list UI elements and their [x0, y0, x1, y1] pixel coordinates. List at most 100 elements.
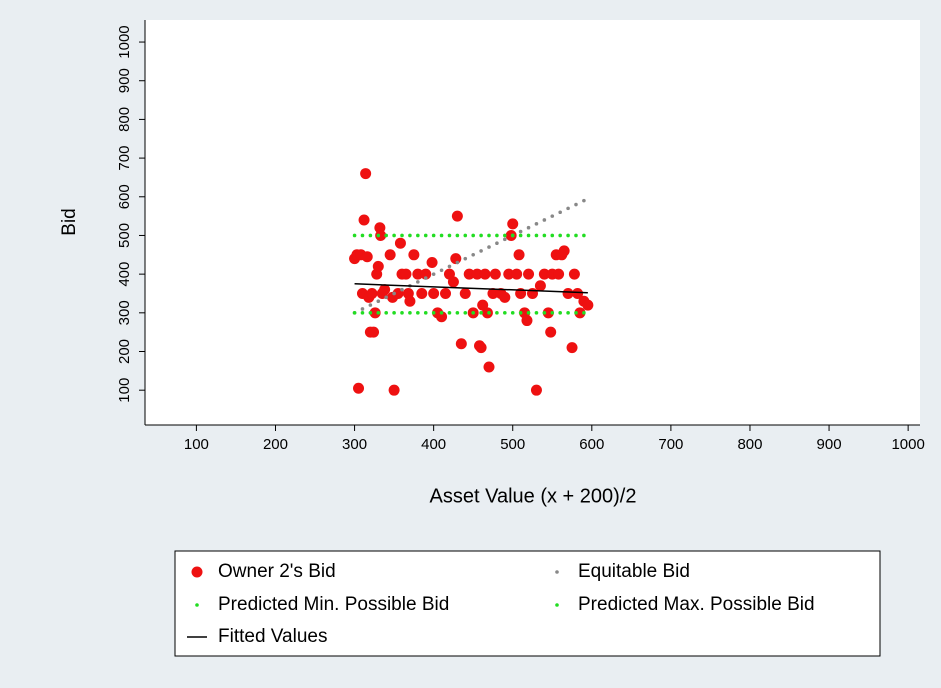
point — [526, 311, 531, 315]
point — [542, 311, 547, 315]
point — [368, 303, 373, 307]
y-tick-label: 1000 — [116, 25, 133, 58]
point — [550, 233, 555, 238]
point — [574, 233, 578, 238]
point — [439, 233, 444, 238]
point — [511, 268, 523, 280]
point — [582, 299, 594, 311]
point — [368, 311, 373, 315]
point — [459, 287, 471, 299]
point — [368, 326, 380, 338]
x-tick-label: 900 — [817, 436, 842, 453]
x-tick-label: 700 — [658, 436, 683, 453]
point — [566, 206, 570, 211]
x-tick-label: 800 — [737, 436, 762, 453]
point — [375, 229, 387, 241]
point — [447, 264, 452, 269]
point — [479, 249, 483, 253]
point — [483, 361, 495, 373]
legend-symbol — [555, 603, 559, 607]
point — [394, 237, 406, 249]
point — [471, 311, 475, 315]
point — [400, 233, 404, 238]
point — [455, 233, 460, 238]
point — [487, 311, 491, 315]
point — [447, 311, 452, 315]
legend-symbol — [195, 603, 199, 607]
point — [479, 311, 483, 315]
point — [376, 311, 381, 315]
y-tick-label: 300 — [116, 300, 133, 325]
point — [447, 276, 459, 288]
point — [400, 268, 412, 280]
point — [503, 311, 507, 315]
point — [455, 311, 460, 315]
point — [412, 268, 424, 280]
point — [376, 233, 381, 238]
x-tick-label: 200 — [263, 436, 288, 453]
point — [440, 287, 452, 299]
point — [408, 311, 412, 315]
point — [574, 307, 586, 319]
point — [360, 307, 365, 311]
point — [431, 311, 436, 315]
x-tick-label: 100 — [184, 436, 209, 453]
point — [527, 287, 538, 299]
point — [366, 287, 378, 299]
point — [510, 233, 515, 238]
point — [542, 233, 547, 238]
x-axis-title: Asset Value (x + 200)/2 — [430, 485, 637, 507]
point — [582, 198, 586, 203]
point — [360, 168, 372, 180]
x-tick-label: 1000 — [891, 436, 924, 453]
y-axis-title: Bid — [59, 208, 80, 235]
point — [518, 233, 523, 238]
point — [503, 233, 507, 238]
point — [368, 233, 373, 238]
legend-label: Predicted Max. Possible Bid — [578, 594, 815, 615]
plot-area — [145, 20, 920, 425]
point — [416, 311, 420, 315]
point — [518, 311, 523, 315]
point — [447, 233, 452, 238]
point — [499, 291, 511, 303]
point — [487, 287, 499, 299]
point — [392, 311, 396, 315]
point — [566, 311, 570, 315]
point — [545, 326, 557, 338]
x-tick-label: 400 — [421, 436, 446, 453]
point — [423, 311, 428, 315]
point — [408, 233, 412, 238]
point — [463, 256, 468, 261]
point — [553, 268, 565, 280]
point — [358, 214, 370, 226]
point — [404, 295, 416, 307]
point — [379, 284, 391, 296]
y-tick-label: 900 — [116, 68, 133, 93]
point — [550, 214, 555, 218]
point — [526, 233, 531, 238]
legend-symbol — [555, 570, 559, 574]
point — [534, 222, 539, 226]
point — [471, 233, 475, 238]
point — [463, 311, 468, 315]
point — [530, 384, 542, 396]
point — [451, 210, 463, 222]
point — [479, 233, 483, 238]
y-tick-label: 600 — [116, 184, 133, 209]
point — [353, 382, 365, 394]
point — [568, 268, 580, 280]
point — [558, 233, 562, 238]
point — [420, 268, 432, 280]
point — [534, 280, 546, 292]
x-tick-label: 300 — [342, 436, 367, 453]
point — [423, 233, 428, 238]
x-tick-label: 600 — [579, 436, 604, 453]
point — [400, 287, 404, 292]
point — [360, 233, 365, 238]
point — [558, 210, 562, 215]
point — [542, 307, 554, 319]
point — [572, 287, 584, 299]
